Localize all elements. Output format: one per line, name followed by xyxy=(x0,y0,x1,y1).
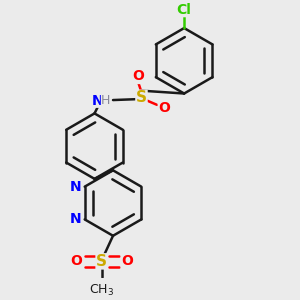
Text: S: S xyxy=(96,254,107,269)
Text: S: S xyxy=(136,90,147,105)
Text: O: O xyxy=(121,254,133,268)
Text: CH$_3$: CH$_3$ xyxy=(89,283,114,298)
Text: H: H xyxy=(101,94,110,107)
Text: O: O xyxy=(158,101,170,115)
Text: Cl: Cl xyxy=(177,3,192,16)
Text: N: N xyxy=(70,212,81,226)
Text: N: N xyxy=(92,94,103,108)
Text: N: N xyxy=(70,180,81,194)
Text: O: O xyxy=(70,254,82,268)
Text: O: O xyxy=(133,69,145,83)
